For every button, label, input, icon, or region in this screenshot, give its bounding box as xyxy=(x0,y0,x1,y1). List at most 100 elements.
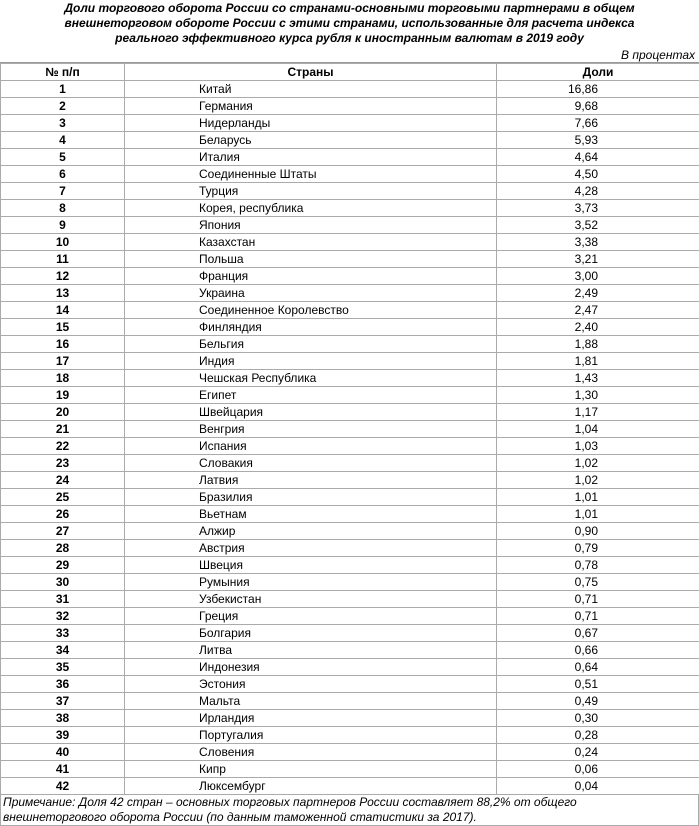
share: 0,49 xyxy=(496,692,699,710)
row-number: 32 xyxy=(0,607,125,625)
row-number: 17 xyxy=(0,352,125,370)
share: 5,93 xyxy=(496,131,699,149)
units: В процентах xyxy=(0,47,699,63)
table-row: 28 Австрия 0,79 xyxy=(0,539,699,557)
share: 4,64 xyxy=(496,148,699,166)
country: Казахстан xyxy=(124,233,497,251)
row-number: 18 xyxy=(0,369,125,387)
row-number: 28 xyxy=(0,539,125,557)
table-row: 19 Египет 1,30 xyxy=(0,386,699,404)
country: Кипр xyxy=(124,760,497,778)
share: 4,50 xyxy=(496,165,699,183)
table-row: 14 Соединенное Королевство 2,47 xyxy=(0,301,699,319)
table: № п/п Страны Доли 1 Китай 16,86 2 Германия 9,68… xyxy=(0,63,699,795)
share: 1,03 xyxy=(496,437,699,455)
row-number: 7 xyxy=(0,182,125,200)
table-row: 18 Чешская Республика 1,43 xyxy=(0,369,699,387)
row-number: 19 xyxy=(0,386,125,404)
row-number: 3 xyxy=(0,114,125,132)
table-row: 12 Франция 3,00 xyxy=(0,267,699,285)
header-cell: № п/п xyxy=(0,63,125,81)
country: Турция xyxy=(124,182,497,200)
table-row: 25 Бразилия 1,01 xyxy=(0,488,699,506)
country: Украина xyxy=(124,284,497,302)
table-row: 8 Корея, республика 3,73 xyxy=(0,199,699,217)
table-row: 36 Эстония 0,51 xyxy=(0,675,699,693)
row-number: 35 xyxy=(0,658,125,676)
share: 0,24 xyxy=(496,743,699,761)
country: Польша xyxy=(124,250,497,268)
share: 0,30 xyxy=(496,709,699,727)
row-number: 26 xyxy=(0,505,125,523)
row-number: 10 xyxy=(0,233,125,251)
table-row: 5 Италия 4,64 xyxy=(0,148,699,166)
row-number: 22 xyxy=(0,437,125,455)
table-row: 13 Украина 2,49 xyxy=(0,284,699,302)
country: Мальта xyxy=(124,692,497,710)
row-number: 12 xyxy=(0,267,125,285)
row-number: 29 xyxy=(0,556,125,574)
share: 1,01 xyxy=(496,488,699,506)
row-number: 6 xyxy=(0,165,125,183)
row-number: 36 xyxy=(0,675,125,693)
table-row: 37 Мальта 0,49 xyxy=(0,692,699,710)
share: 0,78 xyxy=(496,556,699,574)
country: Бразилия xyxy=(124,488,497,506)
share: 2,47 xyxy=(496,301,699,319)
share: 1,30 xyxy=(496,386,699,404)
share: 3,38 xyxy=(496,233,699,251)
row-number: 9 xyxy=(0,216,125,234)
country: Эстония xyxy=(124,675,497,693)
row-number: 34 xyxy=(0,641,125,659)
country: Австрия xyxy=(124,539,497,557)
row-number: 1 xyxy=(0,80,125,98)
share: 4,28 xyxy=(496,182,699,200)
table-row: 17 Индия 1,81 xyxy=(0,352,699,370)
table-row: 9 Япония 3,52 xyxy=(0,216,699,234)
country: Швеция xyxy=(124,556,497,574)
header-row: № п/п Страны Доли xyxy=(0,63,699,81)
row-number: 42 xyxy=(0,777,125,795)
table-body: 1 Китай 16,86 2 Германия 9,68 3 Нидерланды 7,66 4… xyxy=(0,80,699,795)
country: Болгария xyxy=(124,624,497,642)
table-row: 34 Литва 0,66 xyxy=(0,641,699,659)
country: Испания xyxy=(124,437,497,455)
row-number: 39 xyxy=(0,726,125,744)
table-row: 30 Румыния 0,75 xyxy=(0,573,699,591)
country: Соединенное Королевство xyxy=(124,301,497,319)
table-row: 39 Португалия 0,28 xyxy=(0,726,699,744)
country: Румыния xyxy=(124,573,497,591)
share: 0,71 xyxy=(496,607,699,625)
row-number: 27 xyxy=(0,522,125,540)
country: Узбекистан xyxy=(124,590,497,608)
share: 9,68 xyxy=(496,97,699,115)
table-row: 1 Китай 16,86 xyxy=(0,80,699,98)
table-row: 41 Кипр 0,06 xyxy=(0,760,699,778)
share: 0,75 xyxy=(496,573,699,591)
share: 3,52 xyxy=(496,216,699,234)
table-row: 3 Нидерланды 7,66 xyxy=(0,114,699,132)
share: 0,71 xyxy=(496,590,699,608)
table-row: 27 Алжир 0,90 xyxy=(0,522,699,540)
row-number: 20 xyxy=(0,403,125,421)
note-line: внешнеторгового оборота России (по данны… xyxy=(3,810,477,824)
country: Египет xyxy=(124,386,497,404)
country: Греция xyxy=(124,607,497,625)
row-number: 23 xyxy=(0,454,125,472)
country: Беларусь xyxy=(124,131,497,149)
country: Португалия xyxy=(124,726,497,744)
country: Бельгия xyxy=(124,335,497,353)
country: Чешская Республика xyxy=(124,369,497,387)
country: Япония xyxy=(124,216,497,234)
country: Индия xyxy=(124,352,497,370)
country: Германия xyxy=(124,97,497,115)
country: Швейцария xyxy=(124,403,497,421)
table-row: 35 Индонезия 0,64 xyxy=(0,658,699,676)
share: 0,67 xyxy=(496,624,699,642)
country: Китай xyxy=(124,80,497,98)
title: Доли торгового оборота России со странам… xyxy=(0,0,699,47)
country: Корея, республика xyxy=(124,199,497,217)
table-row: 33 Болгария 0,67 xyxy=(0,624,699,642)
table-row: 24 Латвия 1,02 xyxy=(0,471,699,489)
